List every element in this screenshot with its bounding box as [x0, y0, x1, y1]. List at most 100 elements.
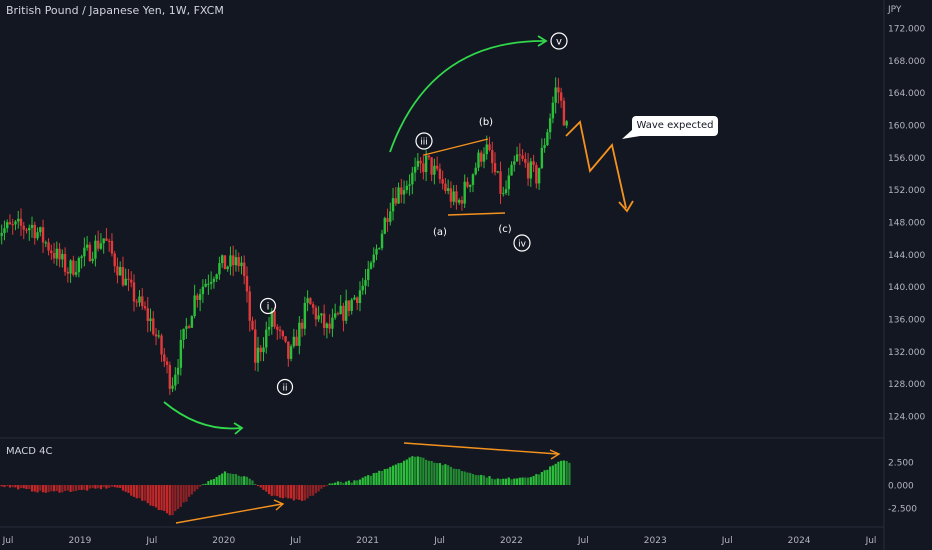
macd-bar [259, 485, 262, 488]
macd-bar [347, 480, 351, 485]
macd-bar [105, 485, 108, 489]
time-tick-label: Jul [721, 536, 733, 546]
macd-bar [28, 485, 31, 490]
candle-body [171, 385, 174, 389]
price-axis-unit: JPY [887, 5, 902, 15]
time-tick-label: Jul [577, 536, 589, 546]
candle-body [174, 374, 177, 386]
candle-body [543, 145, 546, 148]
time-axis[interactable]: Jul 2019 Jul 2020 Jul 2021 Jul 2022 Jul 2023 Jul 20… [2, 536, 877, 546]
macd-bar [535, 474, 538, 485]
macd-axis[interactable]: 2.500 0.000 -2.500 [888, 459, 917, 515]
macd-bar [276, 485, 279, 497]
candle-body [455, 191, 458, 203]
candle-body [389, 211, 392, 222]
candle-body [457, 200, 461, 203]
indicator-title[interactable]: MACD 4C [6, 446, 53, 457]
candle-body [119, 267, 122, 276]
macd-bar [397, 463, 400, 485]
candle-body [493, 163, 497, 173]
macd-bar [380, 471, 384, 485]
macd-bar [284, 485, 287, 498]
macd-bar [273, 485, 276, 496]
candle-body [303, 302, 307, 329]
candle-body [47, 242, 50, 251]
candle-body [52, 253, 56, 259]
macd-bar [168, 485, 171, 516]
macd-bar [141, 485, 144, 501]
candle-body [557, 87, 560, 93]
macd-bar [496, 478, 499, 485]
candle-body [526, 162, 530, 179]
macd-bar [510, 479, 513, 485]
macd-bar [449, 466, 453, 485]
macd-bar [66, 485, 69, 491]
candle-body [331, 317, 334, 329]
candle-body [287, 341, 290, 359]
symbol-title[interactable]: British Pound / Japanese Yen, 1W, FXCM [6, 4, 224, 17]
candle-body [559, 92, 563, 101]
macd-bar [6, 485, 9, 487]
wave-expected-callout[interactable]: Wave expected [632, 116, 718, 136]
macd-bar [320, 485, 323, 489]
candle-body [524, 158, 527, 163]
candle-body [231, 255, 235, 266]
macd-bar [358, 479, 362, 485]
candle-body [353, 297, 356, 300]
candle-body [69, 260, 72, 274]
candle-body [518, 154, 522, 156]
candle-body [61, 253, 64, 260]
macd-bar [237, 475, 240, 485]
macd-bar [17, 485, 20, 490]
macd-bar [63, 485, 67, 492]
macd-bar [375, 472, 378, 485]
macd-bar [504, 478, 508, 485]
macd-bar [430, 460, 433, 485]
macd-bar [254, 484, 257, 485]
candle-body [292, 336, 296, 347]
macd-bar [469, 472, 472, 485]
macd-bar [499, 478, 502, 485]
time-tick-label: Jul [865, 536, 877, 546]
macd-bar [331, 483, 334, 485]
candle-body [309, 298, 312, 305]
candle-body [223, 255, 227, 270]
macd-bar [408, 457, 411, 485]
trend-arrow-bottom-head [233, 422, 244, 435]
candle-body [201, 286, 205, 295]
candle-body [507, 175, 510, 190]
macd-bar [394, 464, 397, 485]
macd-bar [248, 478, 251, 485]
macd-bar [127, 485, 130, 493]
macd-bar [204, 483, 207, 485]
macd-bar [262, 485, 265, 490]
macd-bar [278, 485, 282, 498]
macd-bar [526, 477, 530, 485]
macd-bar [361, 477, 364, 485]
candle-body [364, 279, 367, 286]
candle-body [300, 322, 304, 329]
macd-bar [367, 475, 370, 485]
candle-body [0, 233, 3, 236]
macd-bar [416, 456, 419, 485]
price-tick-label: 132.000 [888, 348, 925, 358]
candle-body [350, 299, 353, 311]
macd-bar [389, 466, 392, 485]
macd-bar [80, 485, 83, 490]
candle-body [113, 253, 116, 267]
macd-bar [212, 479, 216, 485]
macd-bar [405, 459, 408, 485]
macd-bar [152, 485, 155, 507]
candle-body [157, 335, 160, 337]
macd-bar [270, 485, 273, 496]
macd-bar [402, 460, 406, 485]
candle-body [190, 316, 194, 328]
macd-bar [124, 485, 127, 492]
price-axis[interactable]: 172.000 168.000 164.000 160.000 156.000 152.0… [888, 25, 925, 423]
macd-bar [179, 485, 182, 507]
macd-bar [30, 485, 34, 492]
price-tick-label: 128.000 [888, 380, 925, 390]
macd-bar [55, 485, 58, 492]
macd-bar [477, 475, 480, 485]
